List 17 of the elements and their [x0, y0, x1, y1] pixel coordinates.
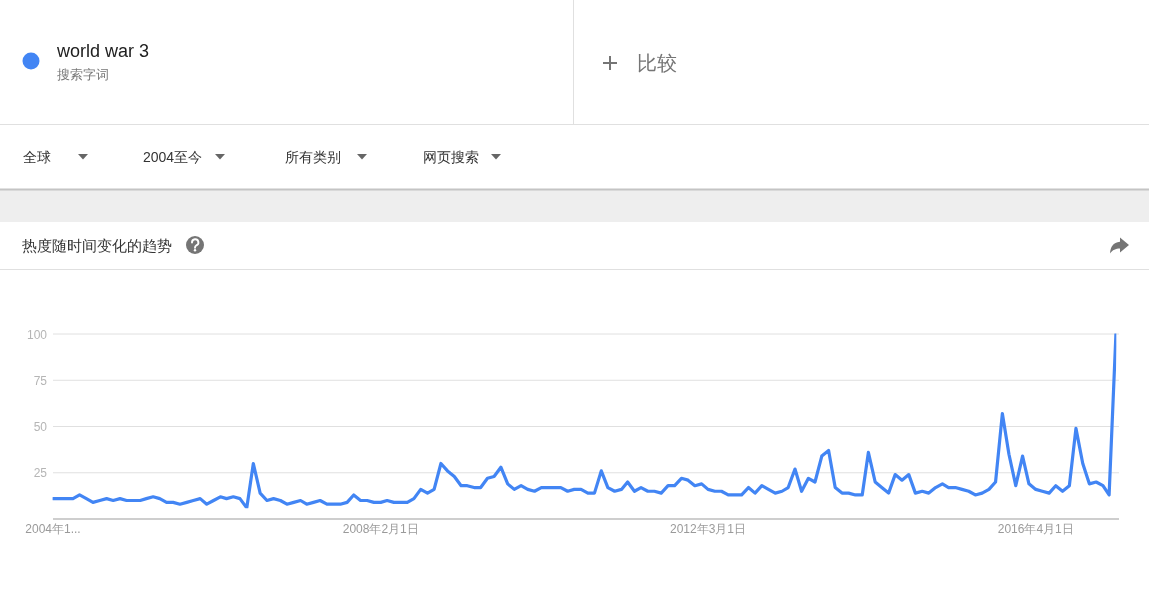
- x-tick-label: 2012年3月1日: [670, 522, 747, 536]
- text: 所有类别: [285, 149, 341, 165]
- plot: 25 50 75 100 2004年1... 2008年2月1日 2012年3月1日 2016年4月1日: [25, 327, 1120, 536]
- legend-label: world war 3: [56, 41, 150, 61]
- text: 2004至今: [143, 149, 203, 165]
- text: 比较: [637, 52, 677, 74]
- y-tick-label: 25: [33, 466, 48, 481]
- y-tick-label: 100: [26, 327, 48, 342]
- x-tick-label: 2004年1...: [25, 522, 81, 536]
- chart-title: 热度随时间变化的趋势: [22, 237, 172, 254]
- y-tick-label: 50: [33, 420, 48, 434]
- x-tick-label: 2008年2月1日: [342, 522, 419, 536]
- x-tick-label: 2016年4月1日: [997, 522, 1074, 536]
- text: 搜索字词: [57, 67, 109, 82]
- text: 全球: [23, 149, 51, 165]
- text: 网页搜索: [423, 149, 479, 165]
- y-tick-label: 75: [33, 373, 48, 388]
